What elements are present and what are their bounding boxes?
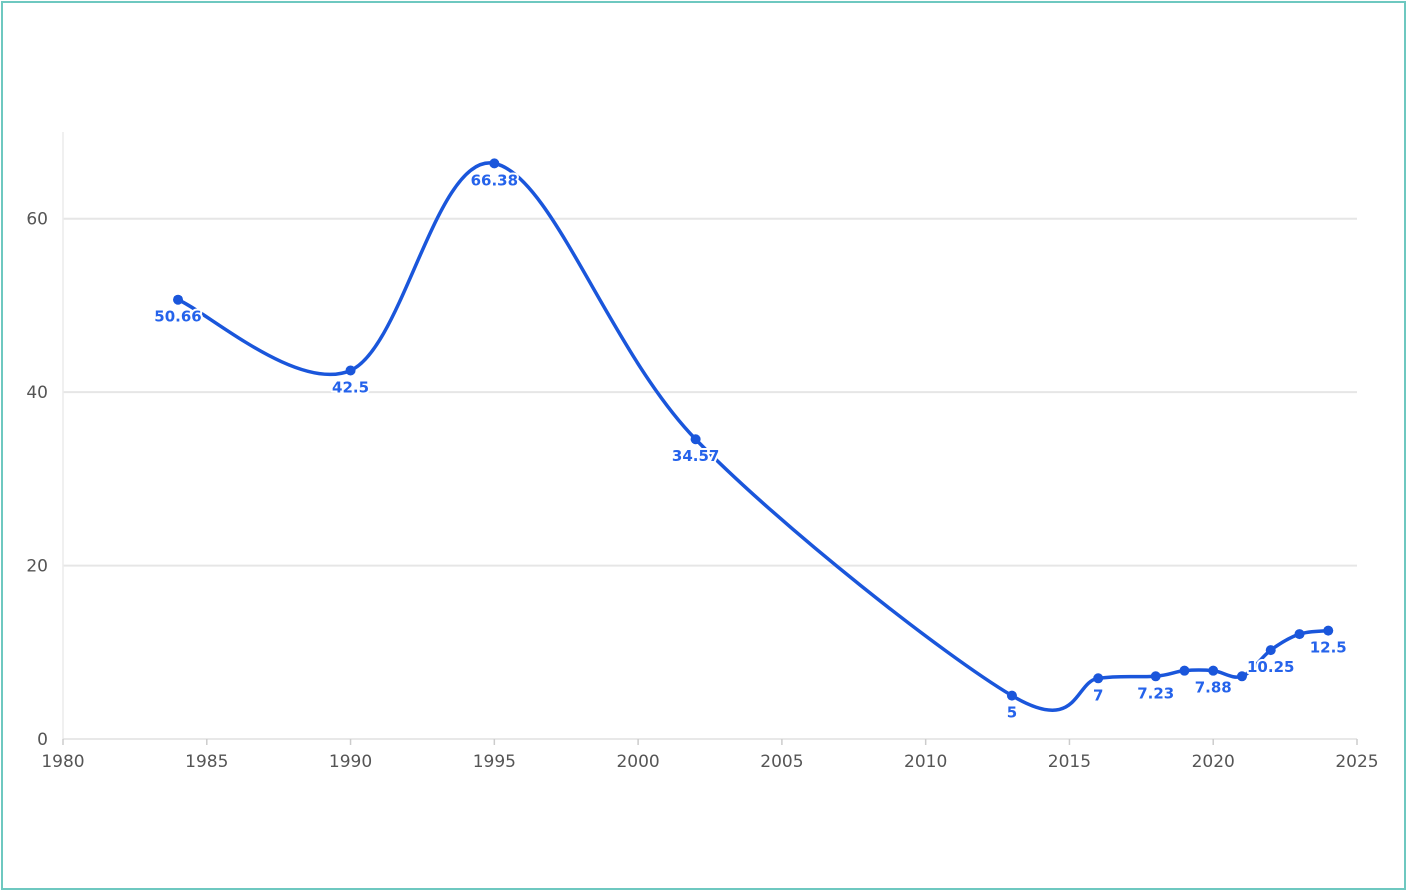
x-tick-label: 1980 <box>41 752 84 772</box>
x-tick-label: 2010 <box>904 752 947 772</box>
data-label: 7.23 <box>1137 684 1174 702</box>
data-point <box>1265 645 1276 656</box>
data-point <box>489 158 500 169</box>
x-tick-label: 2005 <box>760 752 803 772</box>
data-labels: 50.66 42.5 66.38 34.57 5 7 7.23 7.88 10.25 12.5 <box>152 169 1348 723</box>
y-tick-label: 40 <box>26 383 48 403</box>
grid-lines <box>63 217 1357 567</box>
data-label: 50.66 <box>154 308 201 326</box>
axes <box>62 132 1357 740</box>
data-point <box>1294 629 1305 640</box>
data-label: 5 <box>1007 704 1017 722</box>
data-point <box>1236 671 1247 682</box>
data-point <box>1208 665 1219 676</box>
data-label: 12.5 <box>1310 639 1347 657</box>
y-axis-ticks: 0 20 40 60 <box>26 210 48 750</box>
data-points <box>173 158 1334 701</box>
data-point <box>1006 690 1017 701</box>
data-label: 10.25 <box>1247 658 1294 676</box>
data-point <box>1179 665 1190 676</box>
x-tick-label: 2015 <box>1048 752 1091 772</box>
y-tick-label: 20 <box>26 557 48 577</box>
data-point <box>1150 671 1161 682</box>
y-tick-label: 60 <box>26 210 48 230</box>
x-tick-label: 1985 <box>185 752 228 772</box>
series-line-0 <box>176 161 1330 712</box>
data-point <box>1093 673 1104 684</box>
x-axis-ticks: 1980 1985 1990 1995 2000 2005 2010 2015 2020 2025 <box>41 739 1379 772</box>
x-tick-label: 2000 <box>616 752 659 772</box>
data-point <box>1323 625 1334 636</box>
series-group <box>176 161 1330 712</box>
x-tick-label: 2025 <box>1335 752 1378 772</box>
x-tick-label: 2020 <box>1192 752 1235 772</box>
data-point <box>345 365 356 376</box>
x-tick-label: 1995 <box>473 752 516 772</box>
data-label: 66.38 <box>471 171 518 189</box>
data-label: 34.57 <box>672 447 719 465</box>
y-tick-label: 0 <box>37 730 48 750</box>
data-label: 7.88 <box>1195 679 1232 697</box>
data-point <box>690 434 701 445</box>
data-label: 7 <box>1093 686 1103 704</box>
x-tick-label: 1990 <box>329 752 372 772</box>
data-label: 42.5 <box>332 378 369 396</box>
data-point <box>173 294 184 305</box>
